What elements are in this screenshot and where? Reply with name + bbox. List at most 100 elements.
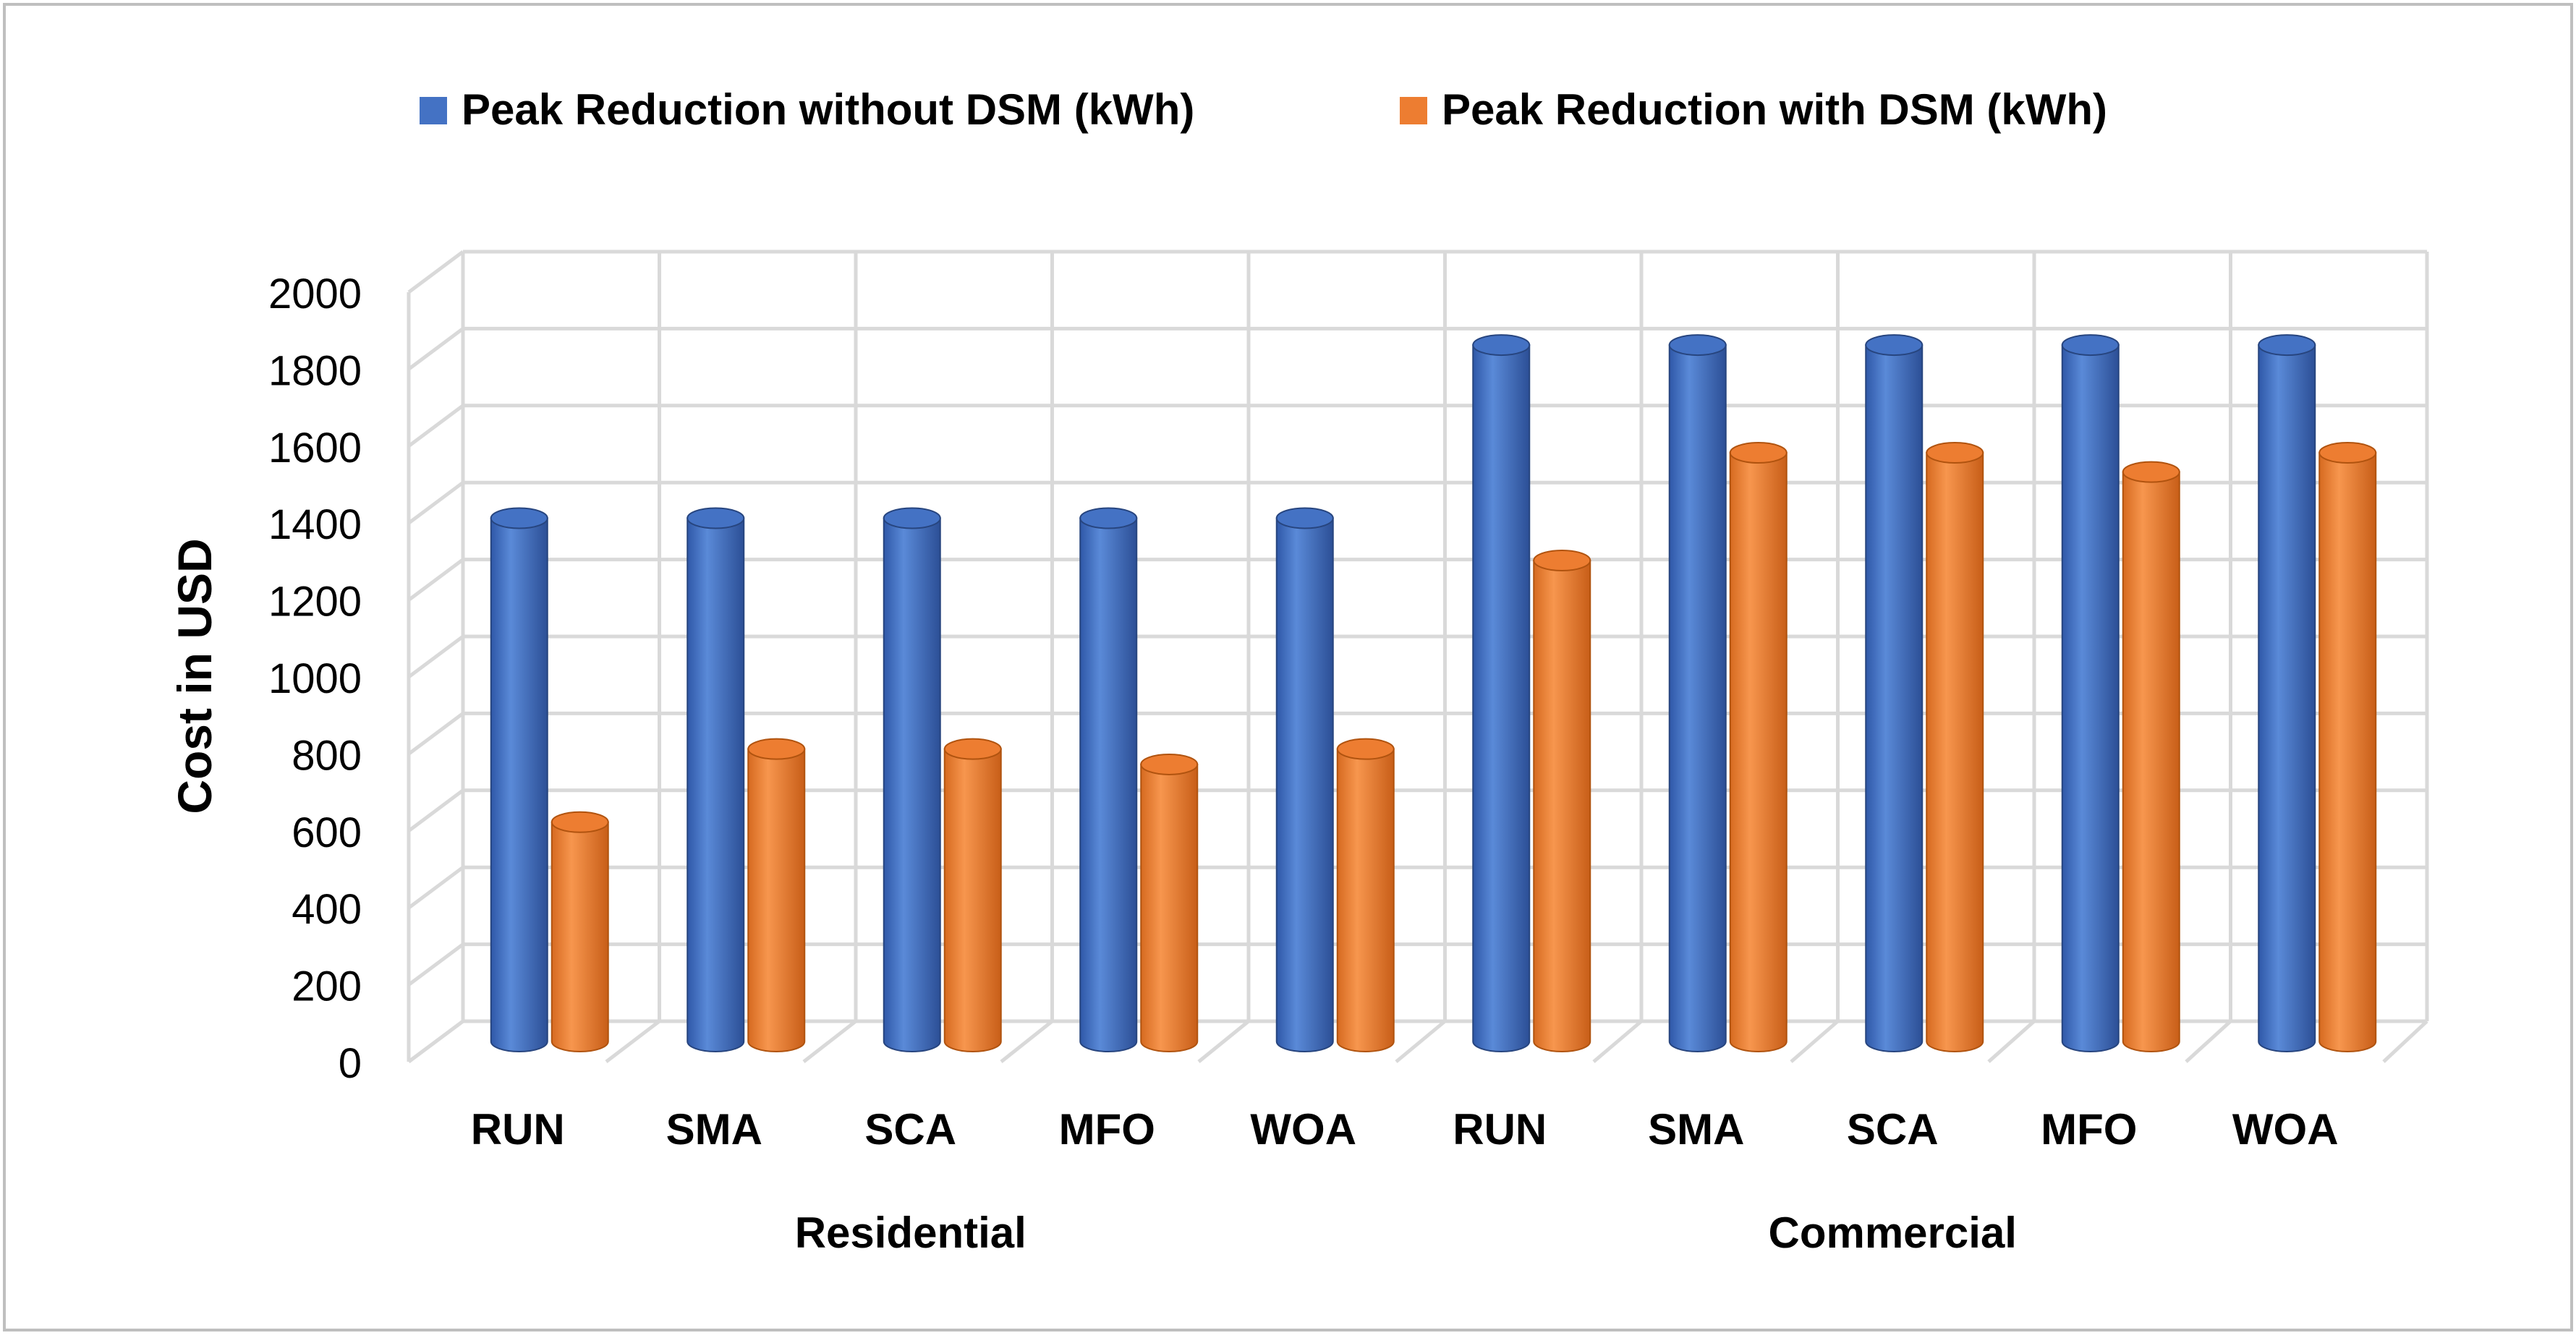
gridline-floor [605, 1020, 661, 1063]
bar-top [2258, 334, 2316, 357]
legend-swatch-0 [420, 97, 447, 124]
gridline-floor [1790, 1020, 1840, 1063]
bar-body [747, 748, 806, 1052]
bar-top [1472, 334, 1531, 357]
bar-0-8 [2061, 334, 2120, 1052]
bar-body [2258, 344, 2316, 1052]
x-tick-label: WOA [2232, 1105, 2339, 1154]
y-tick-label: 1400 [268, 501, 362, 548]
bar-body [883, 517, 941, 1052]
x-tick-label: SCA [1847, 1105, 1939, 1154]
bar-1-5 [1533, 550, 1591, 1052]
x-tick-label: MFO [1059, 1105, 1155, 1154]
bar-1-7 [1926, 442, 1984, 1052]
bar-0-5 [1472, 334, 1531, 1052]
bar-top [1079, 507, 1138, 529]
x-tick-label: RUN [1453, 1105, 1547, 1154]
y-tick-label: 0 [339, 1040, 362, 1087]
gridline-side [407, 250, 464, 294]
bar-body [1472, 344, 1531, 1052]
y-tick-label: 200 [292, 963, 362, 1010]
bar-0-6 [1668, 334, 1727, 1052]
bar-body [1865, 344, 1924, 1052]
bar-top [1140, 753, 1199, 775]
y-tick-label: 1600 [268, 425, 362, 472]
legend-label-0: Peak Reduction without DSM (kWh) [462, 85, 1194, 134]
gridline-side [407, 404, 464, 448]
x-tick-label: SCA [864, 1105, 956, 1154]
bar-1-9 [2318, 442, 2377, 1052]
y-tick-label: 1200 [268, 579, 362, 626]
bar-top [551, 811, 609, 833]
x-tick-label: RUN [471, 1105, 565, 1154]
bar-body [1079, 517, 1138, 1052]
gridline-floor [1592, 1020, 1643, 1063]
group-label: Residential [795, 1209, 1026, 1257]
bar-body [2061, 344, 2120, 1052]
bar-0-3 [1079, 507, 1138, 1052]
gridline-side [407, 712, 464, 756]
bar-1-0 [551, 811, 609, 1052]
axis-layer: 0 200 400 600 800 1000 1200 1400 1600 1800 2000 Cos… [168, 270, 2339, 1257]
bar-body [686, 517, 745, 1052]
gridline-side [407, 634, 464, 679]
bar-body [1275, 517, 1334, 1052]
bars-layer [490, 334, 2377, 1052]
bar-body [1140, 763, 1199, 1052]
bar-0-1 [686, 507, 745, 1052]
bar-body [1729, 452, 1788, 1052]
bar-top [1729, 442, 1788, 464]
bar-body [551, 821, 609, 1052]
bar-top [2061, 334, 2120, 357]
bar-top [883, 507, 941, 529]
gridline-side [407, 327, 464, 371]
legend-swatch-1 [1400, 97, 1427, 124]
y-tick-label: 600 [292, 809, 362, 856]
bar-1-4 [1336, 738, 1395, 1052]
y-tick-label: 2000 [268, 270, 362, 318]
gridline-floor [802, 1020, 857, 1063]
bar-0-2 [883, 507, 941, 1052]
bar-top [686, 507, 745, 529]
bar-1-3 [1140, 753, 1199, 1052]
y-tick-label: 400 [292, 886, 362, 933]
legend-label-1: Peak Reduction with DSM (kWh) [1442, 85, 2107, 134]
x-tick-label: SMA [666, 1105, 762, 1154]
bar-body [1533, 560, 1591, 1052]
bar-1-8 [2122, 461, 2180, 1052]
bar-1-1 [747, 738, 806, 1052]
gridline-side [407, 558, 464, 602]
bar-top [1336, 738, 1395, 760]
y-tick-label: 1800 [268, 347, 362, 394]
gridline-side [407, 481, 464, 525]
bar-body [2122, 471, 2180, 1052]
bar-top [747, 738, 806, 760]
y-tick-label: 800 [292, 732, 362, 779]
x-tick-label: MFO [2041, 1105, 2137, 1154]
gridline-floor [1987, 1020, 2036, 1063]
bar-body [1336, 748, 1395, 1052]
gridline-floor [407, 1019, 464, 1064]
gridline-side [407, 788, 464, 832]
group-label: Commercial [1769, 1209, 2017, 1257]
gridline-side [407, 942, 464, 987]
bar-body [2318, 452, 2377, 1052]
bar-top [1275, 507, 1334, 529]
gridline-floor [1395, 1020, 1447, 1063]
bar-top [2122, 461, 2180, 483]
bar-0-7 [1865, 334, 1924, 1052]
gridline-floor [2382, 1020, 2428, 1063]
bar-top [943, 738, 1002, 760]
bar-top [1926, 442, 1984, 464]
y-axis-label: Cost in USD [168, 538, 221, 814]
legend: Peak Reduction without DSM (kWh) Peak Red… [420, 85, 2107, 134]
y-tick-label: 1000 [268, 655, 362, 702]
bar-1-6 [1729, 442, 1788, 1052]
bar-body [943, 748, 1002, 1052]
bar-1-2 [943, 738, 1002, 1052]
bar-top [2318, 442, 2377, 464]
bar-body [490, 517, 548, 1052]
gridline-floor [1000, 1020, 1054, 1063]
bar-0-9 [2258, 334, 2316, 1052]
